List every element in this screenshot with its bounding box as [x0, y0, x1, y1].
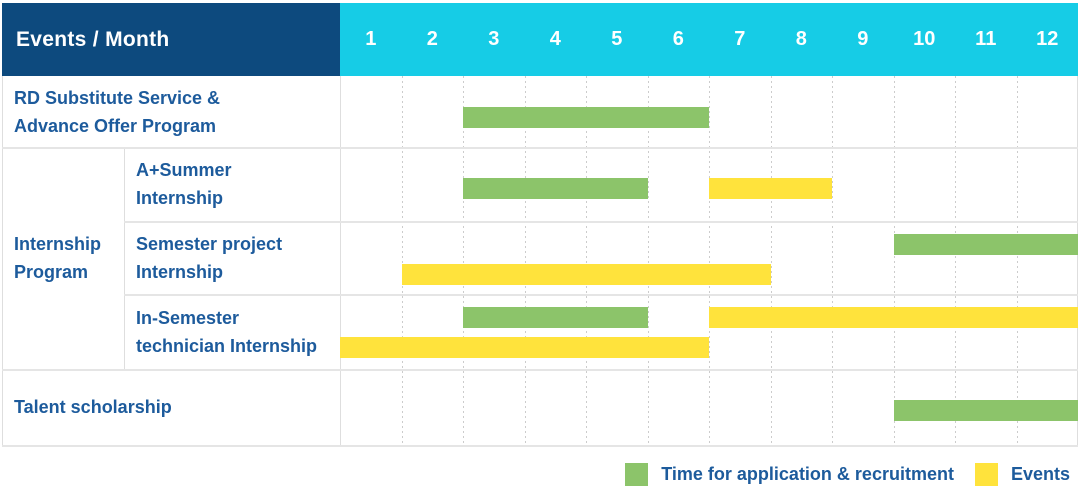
application-legend-swatch	[625, 462, 649, 486]
month-header-cell-3: 3	[488, 28, 500, 50]
events-legend-label: Events	[1010, 463, 1070, 484]
row-label-2: Semester project Internship	[124, 221, 340, 294]
group-label-0: Internship Program	[2, 147, 124, 369]
gantt-bar-event	[709, 307, 1078, 328]
month-gridline	[524, 76, 526, 445]
row-label-1-line: Internship	[136, 188, 224, 208]
month-header-cell-2: 2	[426, 28, 438, 50]
month-gridline	[463, 76, 464, 445]
application-legend-label: Time for application & recruitment	[661, 463, 954, 484]
events-month-header-cell: Events / Month	[2, 3, 340, 76]
gantt-bar-application	[893, 234, 1078, 255]
row-divider	[2, 445, 1078, 447]
row-label-1: A+Summer Internship	[124, 147, 340, 221]
month-header-cell-5: 5	[611, 28, 623, 50]
month-gridline	[893, 76, 895, 445]
row-label-0: RD Substitute Service & Advance Offer Pro…	[2, 76, 340, 147]
month-gridline	[709, 76, 710, 445]
table-right-border	[1077, 76, 1078, 445]
month-gridline	[401, 76, 403, 445]
month-header-row: 1 2 3 4 5 6 7 8 9 10 11 12	[340, 3, 1078, 76]
gantt-bar-event	[401, 264, 771, 285]
month-header-cell-10: 10	[913, 28, 936, 50]
group-label-0-line: Internship	[14, 234, 102, 254]
gantt-bar-application	[463, 107, 709, 128]
row-label-2-line: Semester project	[136, 233, 283, 254]
row-label-4-line: Talent scholarship	[14, 397, 172, 417]
row-divider	[2, 369, 1078, 371]
month-header-cell-9: 9	[857, 28, 869, 50]
table-left-border	[2, 76, 3, 445]
row-label-1-line: A+Summer	[136, 160, 232, 180]
month-header-cell-6: 6	[672, 28, 684, 50]
month-gridline	[955, 76, 956, 445]
row-label-3-line: technician Internship	[136, 335, 318, 356]
row-divider	[124, 221, 1078, 223]
month-gridline	[1016, 76, 1018, 445]
month-gridline	[647, 76, 649, 445]
events-month-header-label: Events / Month	[16, 27, 170, 51]
group-column-separator	[124, 147, 125, 369]
month-header-cell-12: 12	[1036, 28, 1059, 50]
row-label-3-line: In-Semester	[136, 307, 240, 328]
row-label-3: In-Semester technician Internship	[124, 294, 340, 369]
month-header-cell-7: 7	[734, 28, 746, 50]
row-divider	[2, 147, 1078, 149]
month-header-cell-1: 1	[365, 28, 377, 50]
row-label-0-line: RD Substitute Service &	[14, 87, 221, 108]
row-label-4: Talent scholarship	[2, 369, 340, 445]
month-header-cell-4: 4	[549, 28, 561, 50]
events-legend-swatch	[974, 462, 998, 486]
label-chart-separator	[340, 76, 341, 445]
row-label-2-line: Internship	[136, 261, 224, 282]
row-divider	[124, 294, 1078, 296]
month-gridline	[770, 76, 772, 445]
gantt-bar-event	[340, 337, 709, 358]
month-gridline	[586, 76, 587, 445]
gantt-bar-event	[709, 178, 832, 199]
gantt-bar-application	[463, 178, 648, 199]
month-header-cell-8: 8	[795, 28, 807, 50]
legend: Time for application & recruitment Event…	[625, 462, 1070, 486]
month-header-cell-11: 11	[975, 28, 997, 50]
group-label-0-line: Program	[14, 262, 89, 282]
month-gridline	[832, 76, 833, 445]
row-label-0-line: Advance Offer Program	[14, 115, 217, 136]
gantt-bar-application	[893, 400, 1078, 421]
gantt-bar-application	[463, 307, 648, 328]
